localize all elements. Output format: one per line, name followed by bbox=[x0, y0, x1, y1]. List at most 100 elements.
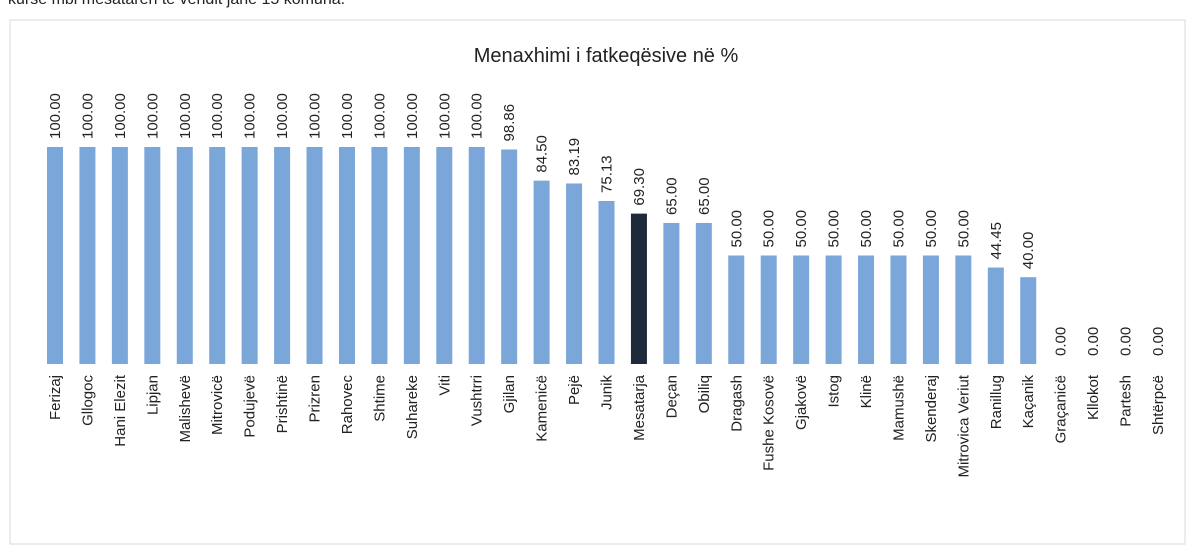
x-tick-label: Kllokot bbox=[1085, 374, 1102, 420]
x-tick-label: Dragash bbox=[728, 375, 745, 432]
x-tick-label: Prizren bbox=[307, 375, 324, 423]
x-tick-label: Istog bbox=[826, 375, 843, 408]
x-tick-label: Gjilan bbox=[501, 375, 518, 413]
bar bbox=[728, 255, 745, 364]
x-tick-label: Rahovec bbox=[339, 375, 356, 435]
x-tick-label: Deçan bbox=[663, 375, 680, 418]
bar bbox=[630, 213, 647, 364]
x-tick-label: Obiliq bbox=[696, 375, 713, 413]
x-tick-label: Viti bbox=[436, 375, 453, 396]
bar bbox=[338, 147, 355, 364]
bar bbox=[890, 255, 907, 364]
value-label: 44.45 bbox=[988, 222, 1005, 260]
bar bbox=[403, 147, 420, 364]
value-label: 100.00 bbox=[177, 93, 194, 139]
x-tick-label: Skenderaj bbox=[923, 375, 940, 443]
value-label: 100.00 bbox=[436, 93, 453, 139]
bar bbox=[79, 147, 96, 364]
value-label: 65.00 bbox=[663, 177, 680, 215]
value-label: 100.00 bbox=[112, 93, 129, 139]
x-tick-label: Ferizaj bbox=[47, 375, 64, 420]
value-label: 100.00 bbox=[404, 93, 421, 139]
x-tick-label: Shtërpcë bbox=[1150, 375, 1167, 435]
value-label: 50.00 bbox=[858, 210, 875, 248]
x-tick-label: Suhareke bbox=[404, 375, 421, 439]
bar bbox=[306, 147, 323, 364]
value-label: 100.00 bbox=[371, 93, 388, 139]
bar bbox=[598, 200, 615, 364]
value-label: 50.00 bbox=[761, 210, 778, 248]
bar bbox=[47, 147, 63, 364]
x-tick-label: Hani Elezit bbox=[112, 374, 129, 447]
x-tick-label: Vushtrri bbox=[469, 375, 486, 426]
value-label: 40.00 bbox=[1020, 232, 1037, 270]
value-label: 100.00 bbox=[242, 93, 259, 139]
value-label: 0.00 bbox=[1085, 327, 1102, 356]
value-label: 50.00 bbox=[955, 210, 972, 248]
value-label: 100.00 bbox=[144, 93, 161, 139]
bar bbox=[566, 183, 583, 364]
value-label: 0.00 bbox=[1053, 327, 1070, 356]
bar bbox=[825, 255, 842, 364]
x-tick-label: Kaçanik bbox=[1020, 375, 1037, 429]
value-label: 69.30 bbox=[631, 168, 648, 206]
value-label: 100.00 bbox=[79, 93, 96, 139]
x-tick-label: Prishtinë bbox=[274, 375, 291, 433]
intro-text: kurse mbi mesataren të vendit janë 15 ko… bbox=[8, 0, 345, 8]
bar bbox=[793, 255, 810, 364]
bar bbox=[274, 147, 291, 364]
x-tick-label: Fushe Kosovë bbox=[761, 375, 778, 471]
bar bbox=[176, 147, 193, 364]
x-tick-label: Mamushë bbox=[890, 375, 907, 441]
value-label: 84.50 bbox=[534, 135, 551, 173]
x-tick-label: Klinë bbox=[858, 375, 875, 408]
x-tick-label: Pejë bbox=[566, 375, 583, 405]
chart-title: Menaxhimi i fatkeqësive në % bbox=[474, 45, 739, 67]
value-label: 50.00 bbox=[728, 210, 745, 248]
value-label: 0.00 bbox=[1150, 327, 1167, 356]
x-tick-label: Gjakovë bbox=[793, 375, 810, 430]
value-label: 100.00 bbox=[274, 93, 291, 139]
bar bbox=[371, 147, 388, 364]
x-tick-label: Gllogoc bbox=[79, 375, 96, 426]
bar bbox=[436, 147, 453, 364]
value-label: 98.86 bbox=[501, 104, 518, 142]
x-tick-label: Mitrovicë bbox=[209, 375, 226, 435]
bar bbox=[1020, 277, 1037, 364]
value-label: 50.00 bbox=[890, 210, 907, 248]
bar bbox=[858, 255, 875, 364]
value-label: 100.00 bbox=[209, 93, 226, 139]
bar bbox=[955, 255, 972, 364]
x-tick-label: Podujevë bbox=[242, 375, 259, 438]
bar bbox=[987, 267, 1004, 364]
value-label: 100.00 bbox=[47, 93, 64, 139]
x-tick-label: Shtime bbox=[371, 375, 388, 422]
value-label: 65.00 bbox=[696, 177, 713, 215]
value-label: 75.13 bbox=[599, 155, 616, 193]
bar bbox=[468, 147, 485, 364]
bar bbox=[501, 149, 518, 364]
x-tick-label: Lipjan bbox=[144, 375, 161, 415]
x-tick-label: Junik bbox=[599, 375, 616, 411]
bar bbox=[111, 147, 128, 364]
x-tick-label: Mesatarja bbox=[631, 374, 648, 441]
x-tick-label: Graçanicë bbox=[1053, 375, 1070, 443]
x-tick-label: Malishevë bbox=[177, 375, 194, 443]
value-label: 0.00 bbox=[1118, 327, 1135, 356]
value-label: 100.00 bbox=[469, 93, 486, 139]
value-label: 100.00 bbox=[307, 93, 324, 139]
value-label: 50.00 bbox=[793, 210, 810, 248]
bar bbox=[209, 147, 226, 364]
x-tick-label: Ranillug bbox=[988, 375, 1005, 429]
value-label: 83.19 bbox=[566, 138, 583, 176]
x-tick-label: Partesh bbox=[1118, 375, 1135, 427]
bar bbox=[533, 180, 550, 364]
bar bbox=[663, 222, 680, 364]
bar bbox=[922, 255, 939, 364]
value-label: 50.00 bbox=[923, 210, 940, 248]
value-label: 50.00 bbox=[826, 210, 843, 248]
x-tick-label: Kamenicë bbox=[534, 375, 551, 442]
value-label: 100.00 bbox=[339, 93, 356, 139]
bar bbox=[241, 147, 258, 364]
